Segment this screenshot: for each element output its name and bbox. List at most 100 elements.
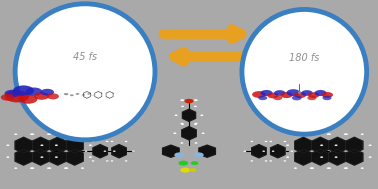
Circle shape xyxy=(30,133,33,135)
Circle shape xyxy=(335,156,338,158)
Circle shape xyxy=(26,88,42,96)
Circle shape xyxy=(178,161,188,166)
Ellipse shape xyxy=(15,4,155,140)
Circle shape xyxy=(91,94,94,96)
Circle shape xyxy=(194,123,197,125)
Circle shape xyxy=(369,144,372,146)
Circle shape xyxy=(48,133,51,135)
Polygon shape xyxy=(183,109,195,121)
Circle shape xyxy=(5,90,20,97)
Circle shape xyxy=(292,95,302,100)
Circle shape xyxy=(194,106,197,107)
Circle shape xyxy=(344,167,347,169)
Circle shape xyxy=(270,141,272,142)
Polygon shape xyxy=(93,145,107,158)
Circle shape xyxy=(40,156,43,158)
Circle shape xyxy=(297,83,300,84)
Polygon shape xyxy=(346,137,363,153)
Circle shape xyxy=(344,133,347,135)
Circle shape xyxy=(328,133,331,135)
Circle shape xyxy=(195,123,198,124)
Circle shape xyxy=(30,167,33,169)
Circle shape xyxy=(320,156,323,158)
Circle shape xyxy=(267,93,279,98)
Polygon shape xyxy=(346,149,363,165)
Polygon shape xyxy=(49,137,66,153)
Circle shape xyxy=(106,141,108,142)
Circle shape xyxy=(307,96,316,100)
Circle shape xyxy=(361,133,364,135)
Circle shape xyxy=(327,167,330,169)
Circle shape xyxy=(64,93,68,95)
Circle shape xyxy=(201,132,204,134)
Circle shape xyxy=(314,90,327,96)
Polygon shape xyxy=(329,137,346,153)
Circle shape xyxy=(180,142,183,144)
Circle shape xyxy=(113,150,116,152)
Circle shape xyxy=(265,160,267,162)
Circle shape xyxy=(287,89,300,96)
Circle shape xyxy=(174,152,185,158)
Circle shape xyxy=(64,167,67,169)
Circle shape xyxy=(251,160,253,162)
Circle shape xyxy=(5,90,29,102)
Circle shape xyxy=(174,132,177,134)
Circle shape xyxy=(284,160,286,162)
Circle shape xyxy=(180,168,190,173)
Circle shape xyxy=(251,141,253,142)
Circle shape xyxy=(103,94,105,95)
Circle shape xyxy=(369,156,372,158)
Circle shape xyxy=(184,99,194,103)
Circle shape xyxy=(19,95,37,104)
Circle shape xyxy=(111,160,113,162)
Polygon shape xyxy=(295,149,312,165)
Circle shape xyxy=(180,123,183,124)
Circle shape xyxy=(102,94,105,95)
Polygon shape xyxy=(112,145,126,158)
Circle shape xyxy=(327,133,330,135)
Circle shape xyxy=(92,160,94,162)
Circle shape xyxy=(345,167,348,169)
Circle shape xyxy=(361,167,364,169)
Circle shape xyxy=(65,133,68,135)
Circle shape xyxy=(335,144,338,146)
Circle shape xyxy=(301,90,313,96)
Circle shape xyxy=(294,167,297,169)
Polygon shape xyxy=(32,149,49,165)
Circle shape xyxy=(6,156,9,158)
Polygon shape xyxy=(66,137,83,153)
Circle shape xyxy=(243,150,246,152)
Circle shape xyxy=(195,142,198,144)
Circle shape xyxy=(104,150,106,152)
Circle shape xyxy=(89,144,92,146)
Circle shape xyxy=(81,94,83,95)
Circle shape xyxy=(311,133,314,135)
Circle shape xyxy=(189,168,197,172)
Circle shape xyxy=(175,115,178,116)
Circle shape xyxy=(322,96,332,100)
Circle shape xyxy=(181,106,184,107)
Circle shape xyxy=(31,133,34,135)
Circle shape xyxy=(310,167,313,169)
Polygon shape xyxy=(312,149,329,165)
Circle shape xyxy=(180,99,184,101)
Circle shape xyxy=(14,167,17,169)
Circle shape xyxy=(273,96,282,100)
Circle shape xyxy=(13,85,34,96)
Circle shape xyxy=(70,94,74,96)
Circle shape xyxy=(125,141,127,142)
Circle shape xyxy=(284,141,286,142)
Polygon shape xyxy=(32,137,49,153)
Circle shape xyxy=(265,141,267,142)
Circle shape xyxy=(310,133,313,135)
Circle shape xyxy=(65,167,68,169)
Circle shape xyxy=(81,133,84,135)
Circle shape xyxy=(260,90,273,96)
Circle shape xyxy=(311,167,314,169)
Polygon shape xyxy=(66,149,83,165)
Circle shape xyxy=(258,96,267,100)
Circle shape xyxy=(252,91,266,98)
Polygon shape xyxy=(163,145,179,157)
Circle shape xyxy=(106,160,108,162)
Circle shape xyxy=(193,152,204,158)
